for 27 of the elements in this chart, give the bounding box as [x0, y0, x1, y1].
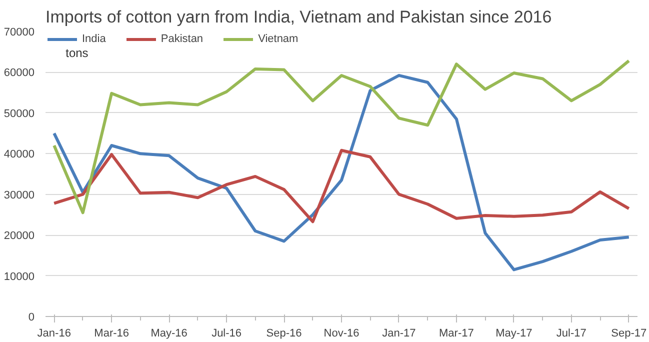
- line-series: [52, 74, 630, 272]
- x-tick-label: Jan-16: [37, 328, 71, 340]
- legend-label: Pakistan: [160, 33, 204, 45]
- x-tick-label: Nov-16: [324, 328, 360, 340]
- x-tick-label: Sep-16: [266, 328, 302, 340]
- y-tick-label: 60000: [4, 67, 35, 80]
- line-series: [52, 148, 630, 224]
- y-tick-label: 30000: [4, 189, 35, 202]
- annotation: tons: [66, 46, 88, 60]
- chart-title: Imports of cotton yarn from India, Vietnam and Pakistan since 2016: [46, 8, 552, 26]
- y-tick-label: 40000: [4, 148, 35, 161]
- x-tick-label: Jan-17: [382, 328, 416, 340]
- y-tick-label: 10000: [4, 270, 35, 283]
- line-series: [52, 59, 630, 214]
- x-tick-label: Sep-17: [611, 328, 647, 340]
- legend-label: India: [82, 33, 106, 45]
- y-tick-label: 50000: [4, 108, 35, 120]
- x-tick-label: Jul-17: [556, 328, 586, 340]
- x-tick-label: May-17: [496, 328, 532, 340]
- legend-label: Vietnam: [258, 33, 298, 45]
- y-tick-label: 20000: [4, 230, 35, 242]
- x-tick-label: Mar-16: [94, 328, 130, 340]
- x-tick-label: Mar-17: [439, 328, 474, 340]
- y-tick-label: 0: [28, 312, 35, 324]
- y-tick-label: 70000: [4, 26, 35, 38]
- x-tick-label: May-16: [150, 328, 188, 340]
- x-tick-label: Jul-16: [212, 328, 242, 340]
